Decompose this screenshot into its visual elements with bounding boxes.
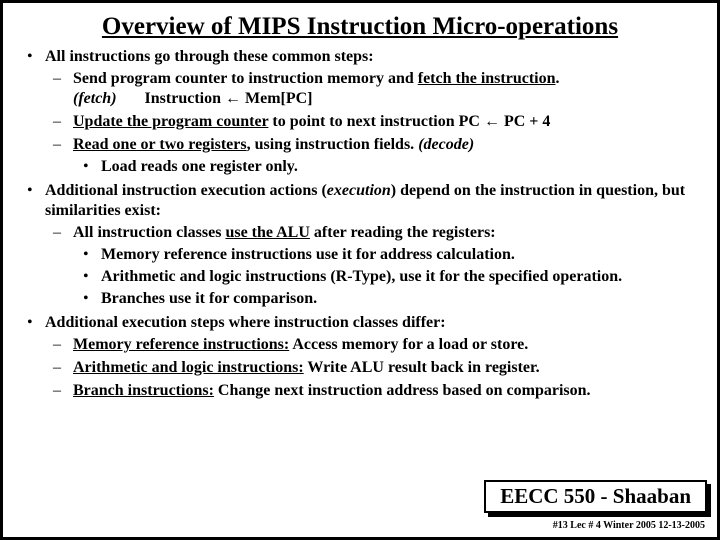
text: Memory reference instructions use it for… <box>101 246 515 263</box>
bullet-mem-ref: Memory reference instructions use it for… <box>73 245 697 265</box>
bullet-load-note: Load reads one register only. <box>73 157 697 177</box>
bullet-update-pc: Update the program counter to point to n… <box>45 112 697 132</box>
bullet-common-steps: All instructions go through these common… <box>23 47 697 177</box>
text: Additional execution steps where instruc… <box>45 314 446 331</box>
text: to point to next instruction PC ← PC + 4 <box>268 113 550 130</box>
text: (fetch) <box>73 90 117 107</box>
text: , using instruction fields. <box>247 136 419 153</box>
bullet-rtype: Arithmetic and logic instructions (R-Typ… <box>73 267 697 287</box>
text: All instruction classes <box>73 224 225 241</box>
text: Update the program counter <box>73 113 268 130</box>
text: Arithmetic and logic instructions (R-Typ… <box>101 268 622 285</box>
text: Change next instruction address based on… <box>214 382 591 399</box>
text: fetch the instruction <box>418 70 556 87</box>
text: Read one or two registers <box>73 136 247 153</box>
text: Load reads one register only. <box>101 158 298 175</box>
footer-course: EECC 550 - Shaaban <box>484 480 707 513</box>
footer-meta: #13 Lec # 4 Winter 2005 12-13-2005 <box>553 520 705 531</box>
bullet-list-level1: All instruction classes use the ALU afte… <box>45 223 697 309</box>
text: after reading the registers: <box>310 224 496 241</box>
text: Additional instruction execution actions… <box>45 182 327 199</box>
bullet-differ: Additional execution steps where instruc… <box>23 313 697 401</box>
footer-box: EECC 550 - Shaaban <box>484 480 707 513</box>
text: execution <box>327 182 391 199</box>
bullet-list-level2: Load reads one register only. <box>73 157 697 177</box>
bullet-list-level0: All instructions go through these common… <box>23 47 697 401</box>
text: All instructions go through these common… <box>45 48 374 65</box>
bullet-list-level2: Memory reference instructions use it for… <box>73 245 697 309</box>
bullet-list-level1: Memory reference instructions: Access me… <box>45 335 697 401</box>
text: Instruction ← Mem[PC] <box>145 90 313 107</box>
bullet-list-level1: Send program counter to instruction memo… <box>45 69 697 177</box>
bullet-branch-cmp: Branches use it for comparison. <box>73 289 697 309</box>
text: Access memory for a load or store. <box>289 336 528 353</box>
text: Memory reference instructions: <box>73 336 289 353</box>
slide-title: Overview of MIPS Instruction Micro-opera… <box>3 13 717 41</box>
text: Branch instructions: <box>73 382 214 399</box>
text: (decode) <box>418 136 474 153</box>
text: Branches use it for comparison. <box>101 290 317 307</box>
bullet-arith-instr: Arithmetic and logic instructions: Write… <box>45 358 697 378</box>
bullet-fetch: Send program counter to instruction memo… <box>45 69 697 109</box>
text: Arithmetic and logic instructions: <box>73 359 304 376</box>
bullet-mem-instr: Memory reference instructions: Access me… <box>45 335 697 355</box>
slide-content: All instructions go through these common… <box>3 47 717 401</box>
slide: Overview of MIPS Instruction Micro-opera… <box>0 0 720 540</box>
bullet-use-alu: All instruction classes use the ALU afte… <box>45 223 697 309</box>
bullet-decode: Read one or two registers, using instruc… <box>45 135 697 177</box>
text: Send program counter to instruction memo… <box>73 70 418 87</box>
text: Write ALU result back in register. <box>304 359 540 376</box>
bullet-branch-instr: Branch instructions: Change next instruc… <box>45 381 697 401</box>
text: . <box>556 70 560 87</box>
text: use the ALU <box>225 224 309 241</box>
bullet-execution: Additional instruction execution actions… <box>23 181 697 309</box>
